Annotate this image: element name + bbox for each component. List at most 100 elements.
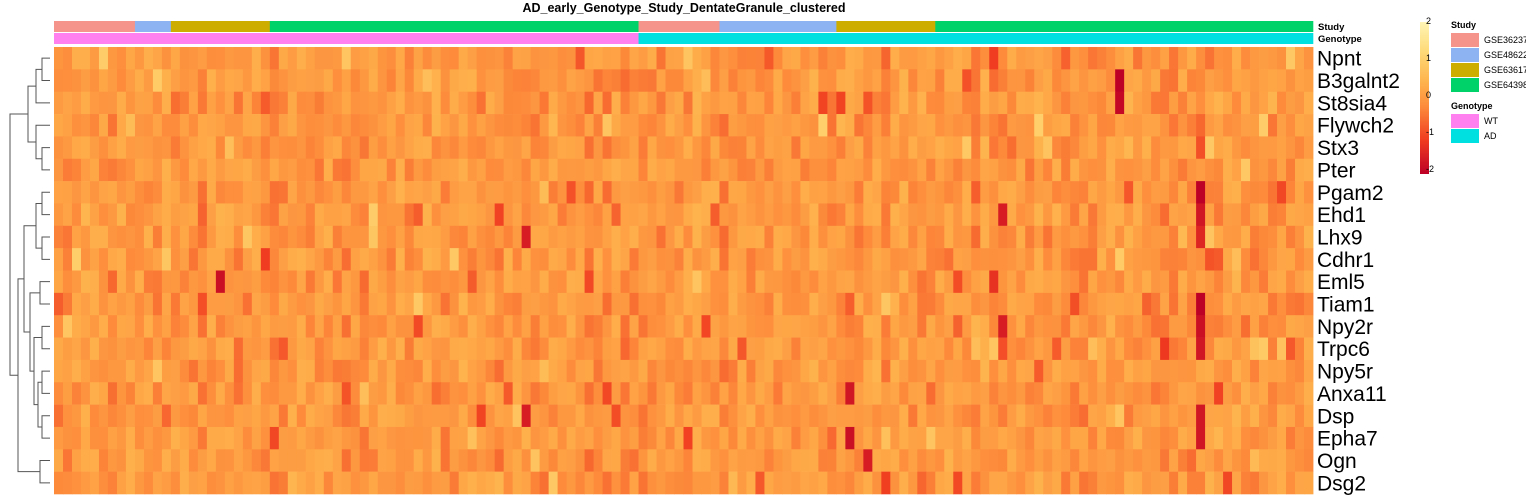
heatmap-cell <box>728 270 738 294</box>
heatmap-cell <box>863 248 873 271</box>
heatmap-cell <box>1286 181 1296 204</box>
heatmap-cell <box>773 181 783 204</box>
heatmap-cell <box>521 114 532 137</box>
heatmap-cell <box>449 426 460 450</box>
heatmap-cell <box>593 136 603 160</box>
heatmap-cell <box>656 181 666 204</box>
heatmap-cell <box>89 292 100 316</box>
heatmap-cell <box>512 114 523 137</box>
heatmap-cell <box>512 158 523 182</box>
heatmap-cell <box>890 158 900 182</box>
heatmap-cell <box>647 248 657 271</box>
heatmap-cell <box>1016 337 1026 361</box>
heatmap-cell <box>863 114 873 137</box>
heatmap-cell <box>1241 404 1251 428</box>
heatmap-cell <box>521 449 532 472</box>
heatmap-cell <box>98 225 109 249</box>
heatmap-cell <box>1196 69 1206 92</box>
heatmap-cell <box>1241 359 1251 383</box>
heatmap-cell <box>179 136 190 160</box>
heatmap-cell <box>647 225 657 249</box>
heatmap-cell <box>1277 203 1287 227</box>
heatmap-cell <box>359 292 370 316</box>
heatmap-cell <box>224 225 235 249</box>
heatmap-cell <box>377 337 388 361</box>
heatmap-cell <box>188 315 199 338</box>
heatmap-cell <box>845 136 855 160</box>
heatmap-cell <box>134 382 145 405</box>
heatmap-cell <box>701 337 711 361</box>
heatmap-cell <box>809 426 819 450</box>
heatmap-cell <box>287 449 298 472</box>
heatmap-cell <box>1232 426 1242 450</box>
heatmap-cell <box>1295 292 1305 316</box>
heatmap-cell <box>1241 471 1251 495</box>
heatmap-cell <box>1115 404 1125 428</box>
heatmap-cell <box>1214 315 1224 338</box>
heatmap-cell <box>116 337 127 361</box>
heatmap-cell <box>647 136 657 160</box>
heatmap-cell <box>242 114 253 137</box>
heatmap-cell <box>629 426 639 450</box>
heatmap-cell <box>1295 270 1305 294</box>
heatmap-cell <box>719 181 729 204</box>
heatmap-cell <box>206 47 217 70</box>
heatmap-cell <box>692 471 702 495</box>
heatmap-cell <box>773 270 783 294</box>
heatmap-cell <box>800 337 810 361</box>
heatmap-cell <box>647 337 657 361</box>
heatmap-cell <box>278 114 289 137</box>
heatmap-cell <box>647 69 657 92</box>
gene-label: Ogn <box>1317 450 1357 473</box>
heatmap-cell <box>1277 426 1287 450</box>
heatmap-cell <box>467 91 478 115</box>
heatmap-cell <box>1079 270 1089 294</box>
heatmap-cell <box>800 91 810 115</box>
heatmap-cell <box>944 270 954 294</box>
heatmap-cell <box>314 248 325 271</box>
heatmap-cell <box>872 114 882 137</box>
dendrogram-branch <box>41 236 50 260</box>
heatmap-cell <box>233 270 244 294</box>
heatmap-cell <box>1097 203 1107 227</box>
heatmap-cell <box>80 203 91 227</box>
heatmap-cell <box>377 47 388 70</box>
legend-swatch <box>1451 114 1479 128</box>
heatmap-cell <box>116 449 127 472</box>
heatmap-cell <box>710 270 720 294</box>
heatmap-cell <box>287 426 298 450</box>
heatmap-cell <box>503 69 514 92</box>
heatmap-cell <box>710 382 720 405</box>
heatmap-cell <box>233 203 244 227</box>
heatmap-cell <box>1124 382 1134 405</box>
heatmap-cell <box>557 471 567 495</box>
heatmap-cell <box>1115 47 1125 70</box>
heatmap-cell <box>71 382 82 405</box>
heatmap-cell <box>1286 449 1296 472</box>
heatmap-cell <box>800 270 810 294</box>
heatmap-cell <box>54 404 64 428</box>
heatmap-cell <box>1097 292 1107 316</box>
heatmap-cell <box>674 203 684 227</box>
heatmap-cell <box>971 91 981 115</box>
heatmap-cell <box>1250 69 1260 92</box>
heatmap-cell <box>449 203 460 227</box>
heatmap-cell <box>512 47 523 70</box>
heatmap-cell <box>179 449 190 472</box>
heatmap-cell <box>836 382 846 405</box>
heatmap-cell <box>1268 203 1278 227</box>
heatmap-cell <box>539 91 549 115</box>
heatmap-cell <box>1034 449 1044 472</box>
heatmap-cell <box>809 91 819 115</box>
heatmap-cell <box>683 91 693 115</box>
heatmap-cell <box>917 449 927 472</box>
heatmap-cell <box>575 471 585 495</box>
heatmap-cell <box>251 292 262 316</box>
heatmap-cell <box>683 158 693 182</box>
heatmap-cell <box>908 404 918 428</box>
heatmap-cell <box>1133 225 1143 249</box>
heatmap-cell <box>1079 114 1089 137</box>
heatmap-cell <box>899 114 909 137</box>
heatmap-cell <box>206 315 217 338</box>
heatmap-cell <box>161 114 172 137</box>
